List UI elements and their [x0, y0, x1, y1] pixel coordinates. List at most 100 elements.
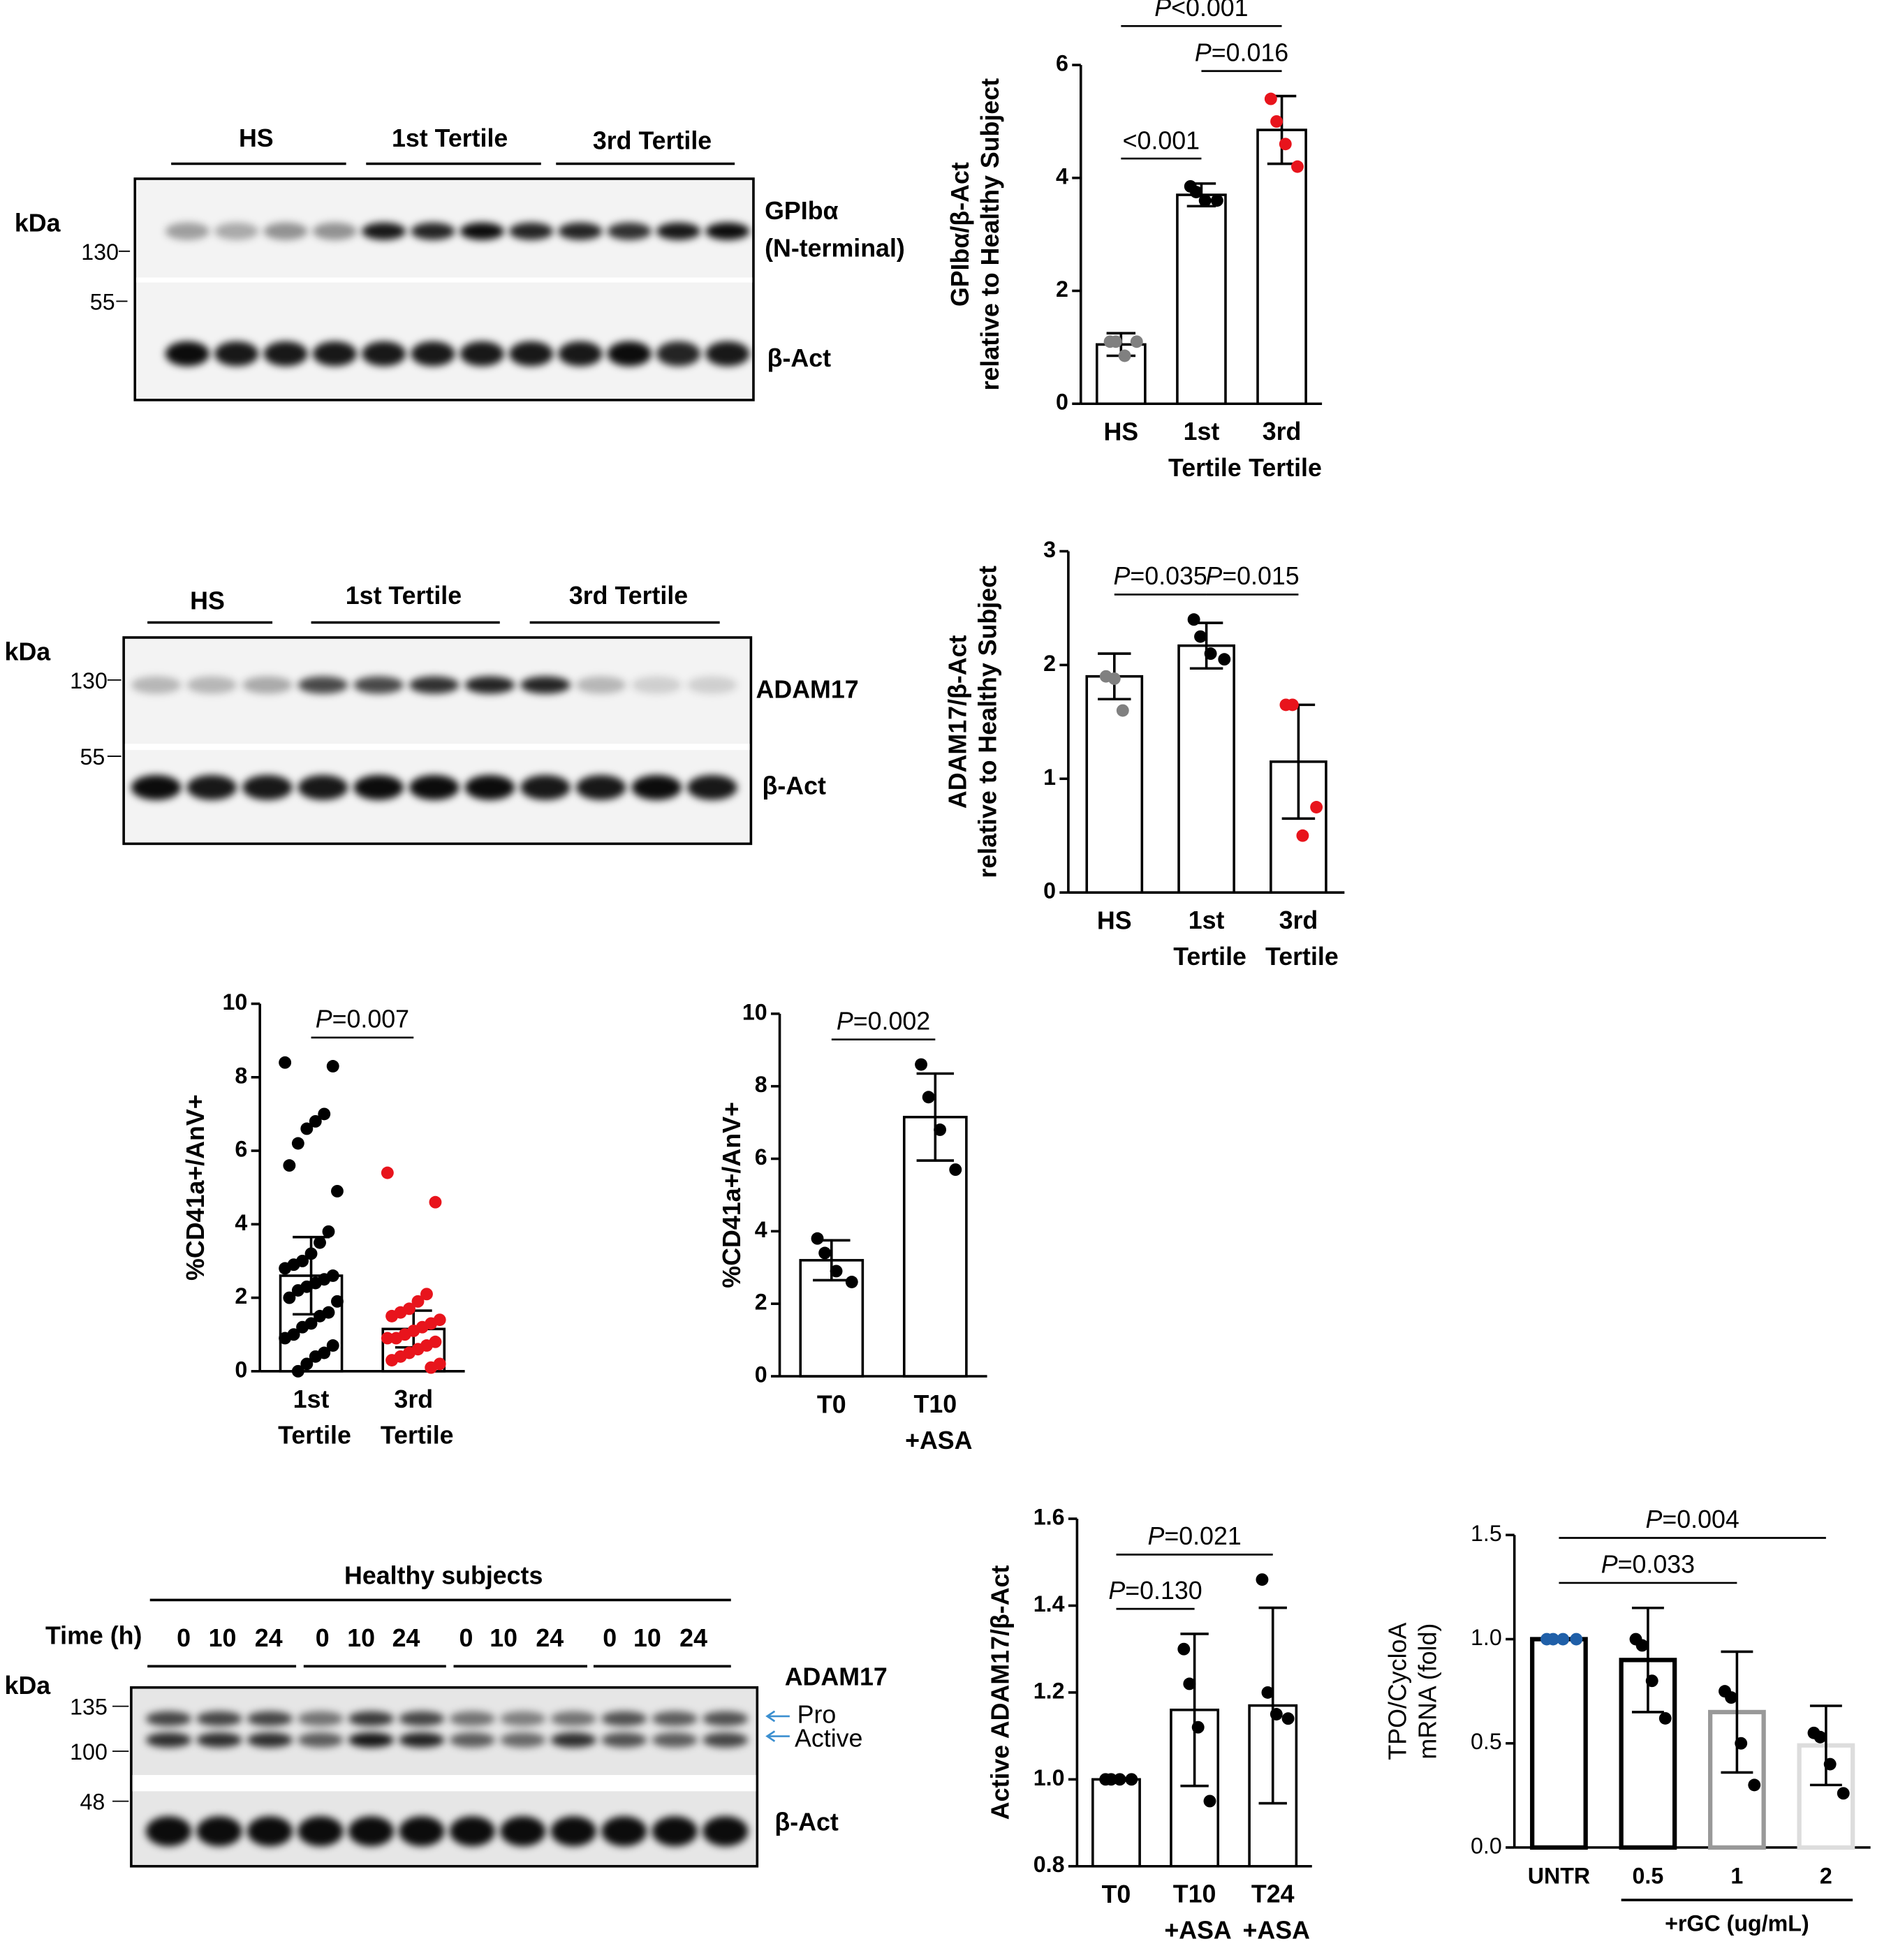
time-tick: 24 — [392, 1624, 420, 1652]
annotation: P=0.007 — [316, 1005, 409, 1033]
y-tick-label: 8 — [235, 1063, 247, 1088]
band — [558, 222, 603, 240]
band — [247, 1816, 293, 1847]
data-point — [381, 1166, 394, 1179]
data-point — [279, 1332, 292, 1345]
band — [214, 222, 259, 240]
y-tick-label: 10 — [222, 989, 247, 1015]
y-tick-label: 1.0 — [1471, 1625, 1502, 1650]
y-tick-label: 0 — [1056, 390, 1068, 415]
data-point — [314, 1309, 326, 1322]
band — [297, 1816, 344, 1847]
x-tick-label: T10 +ASA — [898, 1390, 972, 1454]
y-tick-label: 0.5 — [1471, 1729, 1502, 1754]
data-point — [331, 1295, 344, 1308]
data-point — [1735, 1737, 1748, 1750]
band — [297, 676, 348, 694]
x-tick-label: 3rd Tertile — [374, 1385, 454, 1450]
time-tick: 10 — [490, 1624, 517, 1652]
band — [399, 1732, 445, 1748]
band — [575, 676, 626, 694]
y-axis-label: relative to Healthy Subject — [974, 566, 1002, 878]
band — [145, 1816, 192, 1847]
x-tick-label: 3rd Tertile — [1258, 907, 1339, 971]
data-point — [390, 1332, 403, 1345]
data-point — [291, 1137, 304, 1150]
group-label: 1st Tertile — [392, 124, 508, 152]
band — [575, 774, 626, 800]
data-point — [291, 1284, 304, 1297]
data-point — [1191, 1720, 1205, 1734]
band — [520, 774, 571, 800]
annotation: P=0.015 — [1205, 563, 1299, 591]
band — [297, 1711, 344, 1727]
band — [263, 222, 308, 240]
group-label: 3rd Tertile — [569, 582, 688, 610]
time-tick: 10 — [209, 1624, 237, 1652]
band — [247, 1732, 293, 1748]
band — [656, 341, 701, 367]
data-point — [1194, 630, 1207, 643]
band — [509, 341, 554, 367]
y-tick-label: 10 — [742, 999, 767, 1024]
data-point — [1198, 194, 1212, 207]
band — [459, 222, 504, 240]
data-point — [1203, 1795, 1216, 1808]
y-tick-label: 1.6 — [1033, 1505, 1065, 1530]
y-tick-label: 1.4 — [1033, 1591, 1065, 1616]
data-point — [1270, 115, 1283, 128]
band — [550, 1711, 596, 1727]
band — [464, 774, 515, 800]
data-point — [309, 1350, 322, 1363]
data-point — [1177, 1642, 1191, 1656]
data-point — [1570, 1633, 1583, 1646]
data-point — [1105, 1773, 1118, 1786]
data-point — [1218, 653, 1231, 666]
data-point — [1557, 1633, 1570, 1646]
data-point — [922, 1091, 935, 1104]
band — [702, 1711, 749, 1727]
data-point — [1547, 1633, 1560, 1646]
y-tick-label: 1.2 — [1033, 1678, 1065, 1703]
band — [399, 1816, 445, 1847]
marker-label: 55 — [80, 744, 105, 769]
blot-frame — [122, 636, 753, 846]
arrow — [765, 1730, 790, 1742]
data-point — [1190, 186, 1202, 198]
data-point — [830, 1265, 843, 1278]
x-tick-label: T0 — [817, 1390, 846, 1418]
band — [131, 774, 182, 800]
time-tick: 24 — [536, 1624, 564, 1652]
bar — [1177, 644, 1235, 894]
time-tick: 10 — [633, 1624, 661, 1652]
y-tick-label: 2 — [235, 1283, 247, 1309]
band — [409, 676, 459, 694]
data-point — [1291, 160, 1304, 173]
band — [247, 1711, 293, 1727]
data-point — [300, 1357, 314, 1371]
band — [196, 1732, 242, 1748]
band — [652, 1816, 698, 1847]
unit-label: kDa — [5, 1672, 52, 1700]
data-point — [1279, 138, 1292, 151]
time-tick: 24 — [679, 1624, 707, 1652]
band — [550, 1816, 596, 1847]
y-tick-label: 2 — [755, 1290, 767, 1315]
data-point — [1264, 92, 1277, 105]
y-tick-label: 0 — [755, 1362, 767, 1387]
band — [165, 341, 210, 367]
x-tick-label: T10 +ASA — [1157, 1880, 1231, 1945]
data-point — [818, 1246, 832, 1260]
protein-label: GPIbα — [765, 197, 838, 225]
data-point — [291, 1364, 304, 1378]
annotation: P=0.130 — [1108, 1577, 1202, 1605]
data-point — [1837, 1787, 1850, 1800]
x-group-label: +rGC (ug/mL) — [1665, 1910, 1809, 1936]
band — [687, 774, 737, 800]
x-tick-label: UNTR — [1528, 1863, 1590, 1888]
data-point — [1281, 1712, 1295, 1725]
band — [214, 341, 259, 367]
data-point — [283, 1291, 296, 1304]
annotation: P<0.001 — [1154, 0, 1248, 22]
bar — [1530, 1637, 1588, 1850]
